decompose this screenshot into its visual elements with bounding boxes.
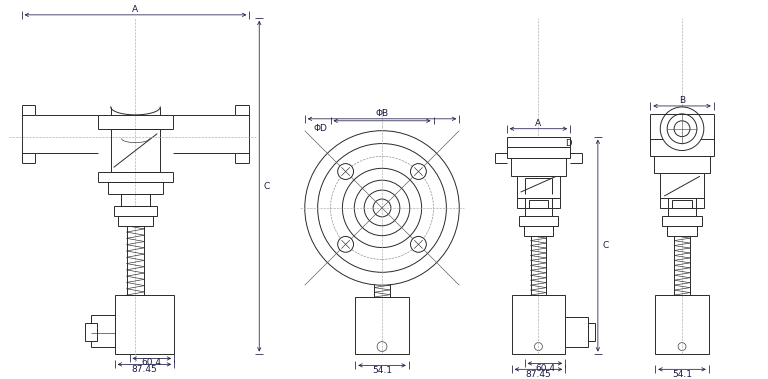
Bar	[667, 226, 697, 236]
Bar	[662, 216, 702, 226]
Circle shape	[678, 343, 686, 351]
Bar	[552, 198, 560, 208]
Bar	[528, 200, 548, 208]
Bar	[672, 200, 692, 208]
Text: D: D	[565, 139, 571, 148]
Text: 87.45: 87.45	[525, 370, 551, 379]
Circle shape	[660, 107, 703, 150]
Bar	[517, 198, 525, 208]
Circle shape	[338, 236, 353, 252]
Circle shape	[373, 199, 391, 217]
Circle shape	[674, 121, 690, 137]
Text: ΦB: ΦB	[376, 110, 389, 118]
Bar	[85, 323, 97, 341]
Circle shape	[343, 168, 422, 247]
Text: 54.1: 54.1	[372, 366, 392, 375]
Text: A: A	[535, 119, 541, 128]
Text: ΦD: ΦD	[313, 124, 328, 133]
Bar	[696, 198, 703, 208]
Text: 54.1: 54.1	[672, 370, 692, 379]
Bar	[518, 216, 558, 226]
Bar	[660, 173, 703, 198]
Text: 60.4: 60.4	[535, 364, 555, 373]
Text: B: B	[679, 97, 685, 105]
Bar	[511, 295, 565, 354]
Circle shape	[535, 343, 542, 351]
Bar	[511, 158, 566, 176]
Bar	[91, 315, 114, 346]
Text: A: A	[132, 5, 138, 14]
Circle shape	[377, 341, 387, 351]
Text: 60.4: 60.4	[142, 358, 162, 367]
Bar	[660, 198, 668, 208]
Bar	[668, 208, 696, 216]
Bar	[524, 226, 553, 236]
Text: C: C	[603, 241, 609, 250]
Bar	[588, 323, 595, 341]
Circle shape	[411, 164, 426, 179]
Bar	[655, 295, 709, 354]
Circle shape	[305, 131, 459, 285]
Text: C: C	[263, 182, 270, 191]
Circle shape	[318, 144, 446, 272]
Bar	[654, 153, 710, 173]
Circle shape	[330, 157, 433, 259]
Circle shape	[364, 190, 400, 226]
Circle shape	[354, 180, 410, 236]
Bar	[507, 137, 570, 147]
Text: 87.45: 87.45	[131, 365, 157, 374]
Bar	[517, 173, 560, 198]
Bar	[114, 206, 157, 216]
Bar	[356, 297, 409, 354]
Bar	[650, 139, 713, 157]
Bar	[525, 208, 552, 216]
Bar	[118, 216, 154, 226]
Circle shape	[338, 164, 353, 179]
Bar	[114, 295, 174, 354]
Circle shape	[667, 114, 697, 144]
Bar	[565, 317, 588, 346]
Bar	[507, 147, 570, 158]
Circle shape	[411, 236, 426, 252]
